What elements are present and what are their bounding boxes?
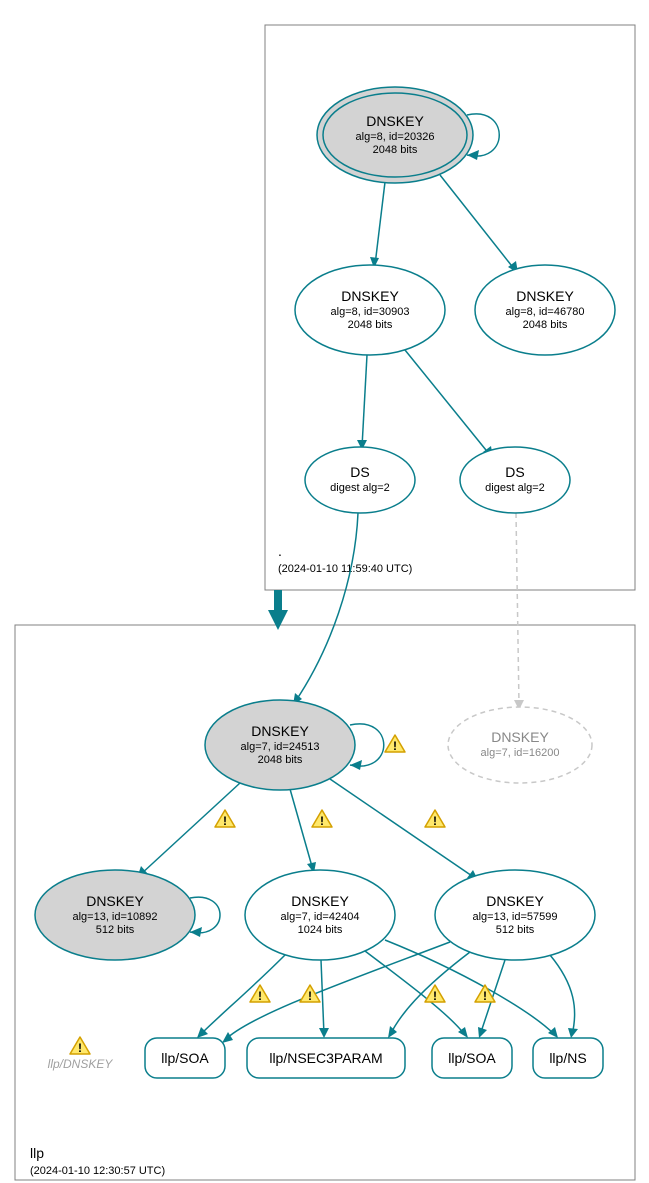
node-dnskey-24513: DNSKEY alg=7, id=24513 2048 bits [205, 700, 355, 790]
node-dnskey-10892: DNSKEY alg=13, id=10892 512 bits [35, 870, 195, 960]
edge-24513-42404 [290, 789, 313, 870]
svg-text:512 bits: 512 bits [496, 924, 535, 936]
svg-text:alg=13, id=57599: alg=13, id=57599 [472, 911, 557, 923]
edge-30903-dsleft [362, 355, 367, 447]
svg-text:!: ! [258, 989, 262, 1003]
dnssec-diagram: . (2024-01-10 11:59:40 UTC) llp (2024-01… [0, 0, 649, 1183]
warning-icon: ! [312, 810, 332, 828]
svg-text:digest alg=2: digest alg=2 [330, 482, 390, 494]
svg-text:alg=8, id=46780: alg=8, id=46780 [506, 306, 585, 318]
node-dnskey-46780: DNSKEY alg=8, id=46780 2048 bits [475, 265, 615, 355]
edge-20326-30903 [375, 182, 385, 265]
root-zone-timestamp: (2024-01-10 11:59:40 UTC) [278, 563, 412, 575]
warning-icon: ! [425, 810, 445, 828]
node-ds-right: DS digest alg=2 [460, 447, 570, 513]
node-dnskey-16200: DNSKEY alg=7, id=16200 [448, 707, 592, 783]
svg-text:DNSKEY: DNSKEY [86, 893, 144, 909]
svg-text:alg=8, id=20326: alg=8, id=20326 [356, 131, 435, 143]
node-dnskey-42404: DNSKEY alg=7, id=42404 1024 bits [245, 870, 395, 960]
svg-text:2048 bits: 2048 bits [348, 319, 393, 331]
llp-zone-timestamp: (2024-01-10 12:30:57 UTC) [30, 1165, 165, 1177]
edge-24513-10892 [140, 783, 240, 875]
warning-icon: ! [70, 1037, 90, 1055]
warning-icon: ! [300, 985, 320, 1003]
svg-text:llp/SOA: llp/SOA [448, 1050, 496, 1066]
svg-text:llp/SOA: llp/SOA [161, 1050, 209, 1066]
edge-20326-46780 [440, 175, 515, 270]
svg-text:!: ! [483, 989, 487, 1003]
svg-text:!: ! [433, 989, 437, 1003]
node-dnskey-20326: DNSKEY alg=8, id=20326 2048 bits [317, 87, 473, 183]
node-dnskey-57599: DNSKEY alg=13, id=57599 512 bits [435, 870, 595, 960]
svg-text:!: ! [78, 1041, 82, 1055]
edge-42404-soa2 [365, 951, 465, 1035]
edge-dsright-16200 [516, 513, 519, 705]
svg-text:DNSKEY: DNSKEY [291, 893, 349, 909]
svg-text:!: ! [308, 989, 312, 1003]
warning-icon: ! [385, 735, 405, 753]
svg-text:alg=7, id=42404: alg=7, id=42404 [281, 911, 360, 923]
svg-text:!: ! [223, 814, 227, 828]
warning-icon: ! [215, 810, 235, 828]
edge-dsleft-24513 [295, 513, 358, 702]
svg-text:llp/NSEC3PARAM: llp/NSEC3PARAM [269, 1050, 382, 1066]
edge-42404-nsec3 [321, 960, 324, 1035]
svg-text:DS: DS [505, 464, 524, 480]
arrow-root-to-llp [268, 610, 288, 630]
svg-text:alg=8, id=30903: alg=8, id=30903 [331, 306, 410, 318]
node-llp-nsec3param: llp/NSEC3PARAM [247, 1038, 405, 1078]
edge-30903-dsright [405, 350, 490, 455]
node-dnskey-30903: DNSKEY alg=8, id=30903 2048 bits [295, 265, 445, 355]
svg-text:2048 bits: 2048 bits [523, 319, 568, 331]
svg-text:DNSKEY: DNSKEY [251, 723, 309, 739]
svg-text:DNSKEY: DNSKEY [491, 729, 549, 745]
warning-icon: ! [250, 985, 270, 1003]
svg-text:DNSKEY: DNSKEY [516, 288, 574, 304]
svg-text:alg=13, id=10892: alg=13, id=10892 [72, 911, 157, 923]
svg-text:2048 bits: 2048 bits [258, 754, 303, 766]
svg-text:alg=7, id=24513: alg=7, id=24513 [241, 741, 320, 753]
svg-text:!: ! [433, 814, 437, 828]
edge-42404-soa1 [200, 955, 285, 1035]
llp-dnskey-gray-label: llp/DNSKEY [48, 1057, 114, 1071]
svg-text:DNSKEY: DNSKEY [341, 288, 399, 304]
svg-text:!: ! [393, 739, 397, 753]
svg-text:512 bits: 512 bits [96, 924, 135, 936]
svg-text:alg=7, id=16200: alg=7, id=16200 [481, 747, 560, 759]
svg-text:DNSKEY: DNSKEY [366, 113, 424, 129]
node-llp-ns: llp/NS [533, 1038, 603, 1078]
llp-zone-label: llp [30, 1145, 44, 1161]
svg-text:DNSKEY: DNSKEY [486, 893, 544, 909]
svg-text:!: ! [320, 814, 324, 828]
svg-text:DS: DS [350, 464, 369, 480]
svg-text:digest alg=2: digest alg=2 [485, 482, 545, 494]
node-ds-left: DS digest alg=2 [305, 447, 415, 513]
svg-text:2048 bits: 2048 bits [373, 144, 418, 156]
edge-57599-ns [550, 955, 575, 1035]
root-zone-label: . [278, 543, 282, 559]
svg-text:1024 bits: 1024 bits [298, 924, 343, 936]
svg-text:llp/NS: llp/NS [549, 1050, 586, 1066]
node-llp-soa-2: llp/SOA [432, 1038, 512, 1078]
edge-24513-57599 [330, 779, 475, 878]
node-llp-soa-1: llp/SOA [145, 1038, 225, 1078]
warning-icon: ! [475, 985, 495, 1003]
